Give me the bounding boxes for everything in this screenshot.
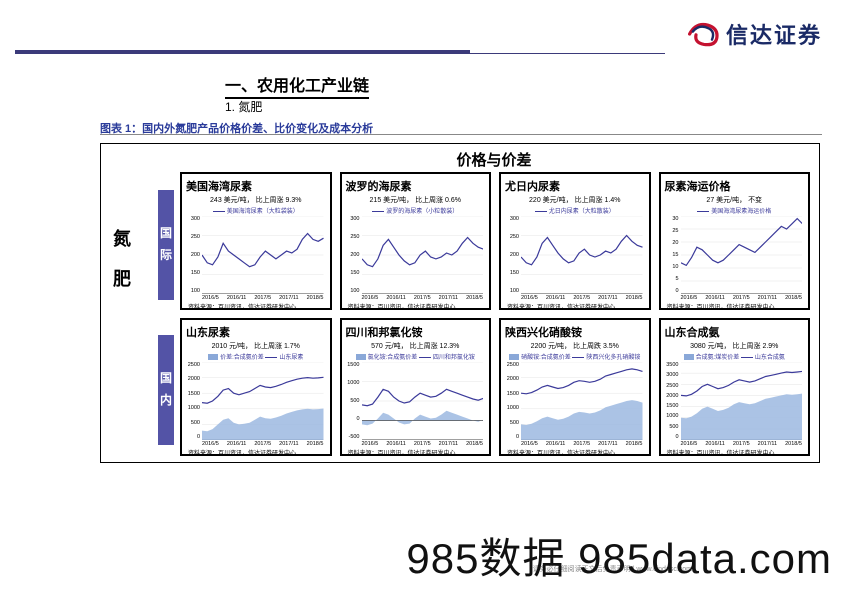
x-axis: 2016/52016/112017/52017/112018/5 — [362, 295, 484, 301]
chart-subtitle: 3080 元/吨， 比上周涨 2.9% — [665, 341, 805, 351]
chart-title: 山东合成氨 — [665, 324, 805, 340]
chart-subtitle: 243 美元/吨， 比上周涨 9.3% — [186, 195, 326, 205]
chart-title: 尤日内尿素 — [505, 178, 645, 194]
chart-card-dom-2: 陕西兴化硝酸铵2200 元/吨， 比上周跌 3.5%硝酸铵:合成氨价差 陕西兴化… — [499, 318, 651, 456]
chart-source: 资料来源：百川资讯，信达证券研发中心 — [348, 448, 486, 457]
y-axis: 302520151050 — [665, 216, 679, 294]
chart-legend: 硝酸铵:合成氨价差 陕西兴化多孔硝酸铵 — [505, 352, 645, 361]
chart-plot: 3500300025002000150010005000 — [681, 362, 803, 440]
y-axis: 3500300025002000150010005000 — [665, 362, 679, 440]
x-axis: 2016/52016/112017/52017/112018/5 — [681, 295, 803, 301]
chart-legend: 美国海湾尿素（大粒袋装） — [186, 206, 326, 215]
chart-source: 资料来源：百川资讯，信达证券研发中心 — [348, 302, 486, 311]
chart-subtitle: 2200 元/吨， 比上周跌 3.5% — [505, 341, 645, 351]
y-axis: 25002000150010005000 — [505, 362, 519, 440]
chart-subtitle: 220 美元/吨， 比上周涨 1.4% — [505, 195, 645, 205]
chart-card-dom-1: 四川和邦氯化铵570 元/吨， 比上周涨 12.3%氯化铵:合成氨价差 四川和邦… — [340, 318, 492, 456]
chart-source: 资料来源：百川资讯，信达证券研发中心 — [667, 448, 805, 457]
category-char-2: 肥 — [110, 260, 134, 300]
y-axis: 150010005000-500 — [346, 362, 360, 440]
y-axis: 25002000150010005000 — [186, 362, 200, 440]
chart-legend: 波罗的海尿素（小粒散装） — [346, 206, 486, 215]
chart-plot: 300250200150100 — [362, 216, 484, 294]
region-label-dom-1: 国 — [160, 368, 172, 390]
region-label-intl-1: 国 — [160, 223, 172, 245]
chart-subtitle: 215 美元/吨， 比上周涨 0.6% — [346, 195, 486, 205]
region-bar-dom: 国 内 — [158, 335, 174, 445]
chart-plot: 25002000150010005000 — [202, 362, 324, 440]
chart-subtitle: 2010 元/吨， 比上周涨 1.7% — [186, 341, 326, 351]
charts-row-dom: 山东尿素2010 元/吨， 比上周涨 1.7%价差:合成氨价差 山东尿素 250… — [180, 318, 810, 456]
chart-plot: 300250200150100 — [202, 216, 324, 294]
chart-subtitle: 570 元/吨， 比上周涨 12.3% — [346, 341, 486, 351]
y-axis: 300250200150100 — [505, 216, 519, 294]
chart-title: 山东尿素 — [186, 324, 326, 340]
section-title: 一、农用化工产业链 — [225, 72, 369, 99]
chart-legend: 合成氨:煤炭价差 山东合成氨 — [665, 352, 805, 361]
chart-card-dom-0: 山东尿素2010 元/吨， 比上周涨 1.7%价差:合成氨价差 山东尿素 250… — [180, 318, 332, 456]
charts-row-intl: 美国海湾尿素243 美元/吨， 比上周涨 9.3%美国海湾尿素（大粒袋装） 30… — [180, 172, 810, 310]
chart-legend: 价差:合成氨价差 山东尿素 — [186, 352, 326, 361]
chart-legend: 氯化铵:合成氨价差 四川和邦氯化铵 — [346, 352, 486, 361]
x-axis: 2016/52016/112017/52017/112018/5 — [521, 441, 643, 447]
chart-plot: 300250200150100 — [521, 216, 643, 294]
chart-title: 美国海湾尿素 — [186, 178, 326, 194]
chart-card-intl-3: 尿素海运价格27 美元/吨， 不变美国海湾尿素海运价格 302520151050… — [659, 172, 811, 310]
chart-source: 资料来源：百川资讯，信达证券研发中心 — [188, 448, 326, 457]
category-label: 氮 肥 — [110, 220, 134, 299]
chart-plot: 150010005000-500 — [362, 362, 484, 440]
company-logo: 信达证券 — [688, 18, 822, 50]
chart-title: 尿素海运价格 — [665, 178, 805, 194]
y-axis: 300250200150100 — [346, 216, 360, 294]
region-label-intl-2: 际 — [160, 245, 172, 267]
watermark: 985数据 985data.com — [406, 525, 832, 586]
chart-card-intl-2: 尤日内尿素220 美元/吨， 比上周涨 1.4%尤日内尿素（大粒散装） 3002… — [499, 172, 651, 310]
chart-subtitle: 27 美元/吨， 不变 — [665, 195, 805, 205]
y-axis: 300250200150100 — [186, 216, 200, 294]
panel-top-header: 价格与价差 — [180, 149, 808, 170]
caption-underline — [100, 134, 822, 135]
category-char-1: 氮 — [110, 220, 134, 260]
region-bar-intl: 国 际 — [158, 190, 174, 300]
chart-source: 资料来源：百川资讯，信达证券研发中心 — [188, 302, 326, 311]
company-name: 信达证券 — [726, 18, 822, 50]
x-axis: 2016/52016/112017/52017/112018/5 — [681, 441, 803, 447]
chart-plot: 25002000150010005000 — [521, 362, 643, 440]
chart-plot: 302520151050 — [681, 216, 803, 294]
chart-card-intl-1: 波罗的海尿素215 美元/吨， 比上周涨 0.6%波罗的海尿素（小粒散装） 30… — [340, 172, 492, 310]
logo-swirl-icon — [688, 20, 720, 48]
region-label-dom-2: 内 — [160, 390, 172, 412]
chart-title: 四川和邦氯化铵 — [346, 324, 486, 340]
chart-source: 资料来源：百川资讯，信达证券研发中心 — [507, 302, 645, 311]
chart-legend: 尤日内尿素（大粒散装） — [505, 206, 645, 215]
chart-source: 资料来源：百川资讯，信达证券研发中心 — [507, 448, 645, 457]
chart-source: 资料来源：百川资讯，信达证券研发中心 — [667, 302, 805, 311]
sub-title: 1. 氮肥 — [225, 98, 262, 115]
x-axis: 2016/52016/112017/52017/112018/5 — [521, 295, 643, 301]
x-axis: 2016/52016/112017/52017/112018/5 — [362, 441, 484, 447]
x-axis: 2016/52016/112017/52017/112018/5 — [202, 441, 324, 447]
header-divider — [15, 50, 665, 54]
x-axis: 2016/52016/112017/52017/112018/5 — [202, 295, 324, 301]
chart-legend: 美国海湾尿素海运价格 — [665, 206, 805, 215]
chart-card-dom-3: 山东合成氨3080 元/吨， 比上周涨 2.9%合成氨:煤炭价差 山东合成氨 3… — [659, 318, 811, 456]
chart-title: 陕西兴化硝酸铵 — [505, 324, 645, 340]
chart-title: 波罗的海尿素 — [346, 178, 486, 194]
chart-card-intl-0: 美国海湾尿素243 美元/吨， 比上周涨 9.3%美国海湾尿素（大粒袋装） 30… — [180, 172, 332, 310]
